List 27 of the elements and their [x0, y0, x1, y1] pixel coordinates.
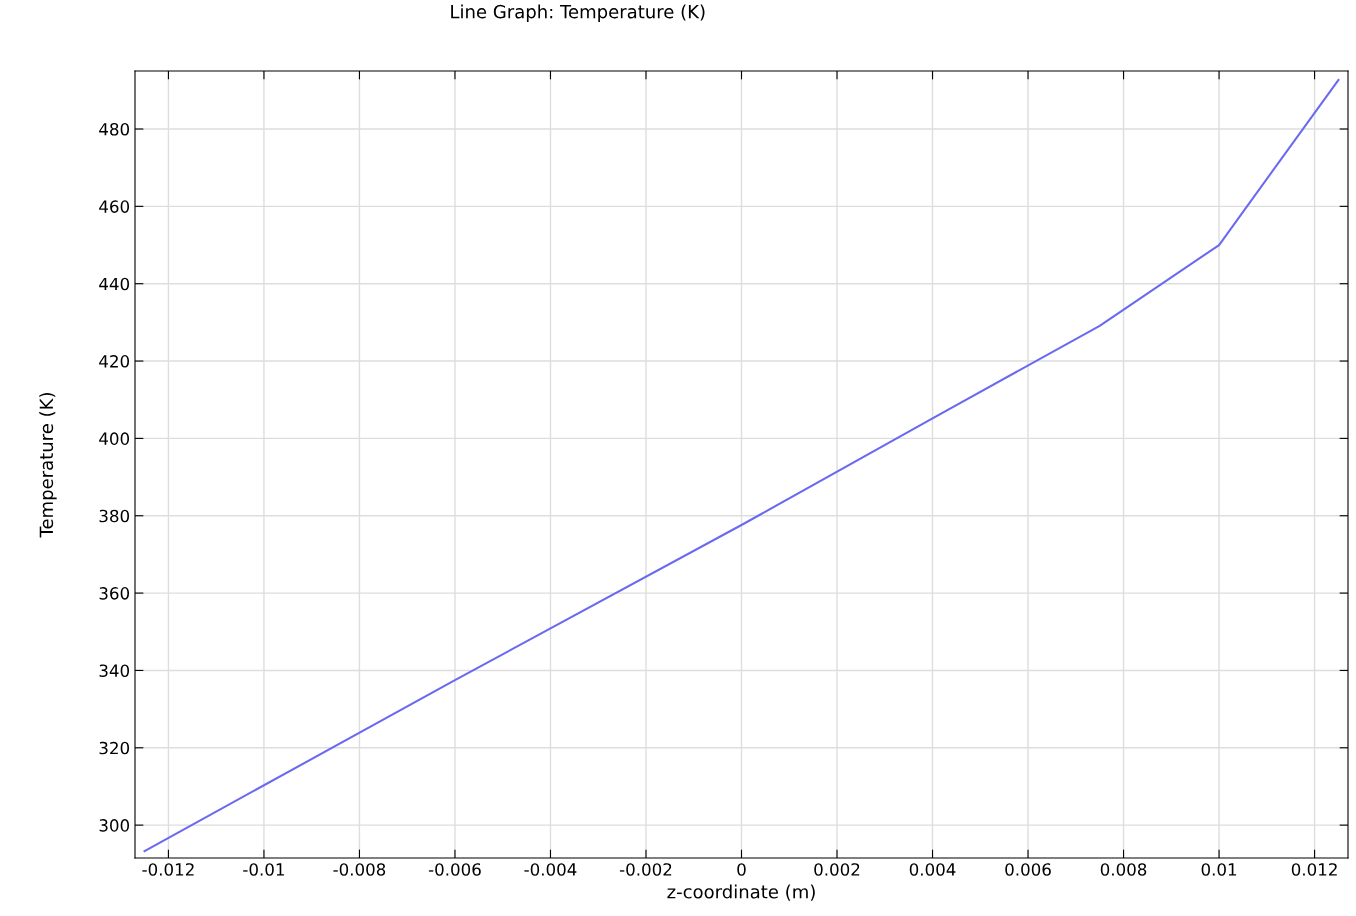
x-tick-label: 0.012 — [1291, 863, 1337, 876]
x-axis-title: z-coordinate (m) — [667, 884, 815, 901]
x-tick-label: 0 — [737, 863, 746, 876]
y-tick-label: 300 — [99, 819, 130, 832]
x-tick-label: 0.004 — [909, 863, 956, 876]
y-axis-title: Temperature (K) — [39, 393, 57, 538]
chart-title: Line Graph: Temperature (K) — [451, 4, 705, 22]
y-tick-label: 480 — [99, 122, 130, 136]
x-tick-label: 0.008 — [1100, 863, 1147, 876]
x-tick-label: -0.01 — [243, 863, 284, 876]
y-tick-label: 400 — [99, 432, 130, 445]
y-tick-label: 420 — [99, 355, 130, 368]
y-tick-label: 340 — [99, 664, 130, 677]
x-tick-label: 0.002 — [814, 863, 860, 876]
line-series — [143, 78, 1340, 853]
y-tick-label: 440 — [99, 277, 130, 291]
y-tick-label: 360 — [99, 587, 130, 600]
x-tick-label: 0.006 — [1005, 863, 1051, 876]
x-tick-label: -0.002 — [619, 863, 672, 876]
x-tick-label: -0.006 — [428, 863, 481, 876]
x-tick-label: -0.004 — [524, 863, 577, 876]
y-tick-label: 460 — [99, 200, 130, 213]
x-tick-label: 0.01 — [1201, 863, 1237, 876]
y-tick-label: 380 — [99, 509, 130, 523]
x-tick-label: -0.012 — [142, 863, 194, 876]
y-tick-label: 320 — [99, 741, 130, 755]
x-tick-label: -0.008 — [333, 863, 386, 876]
